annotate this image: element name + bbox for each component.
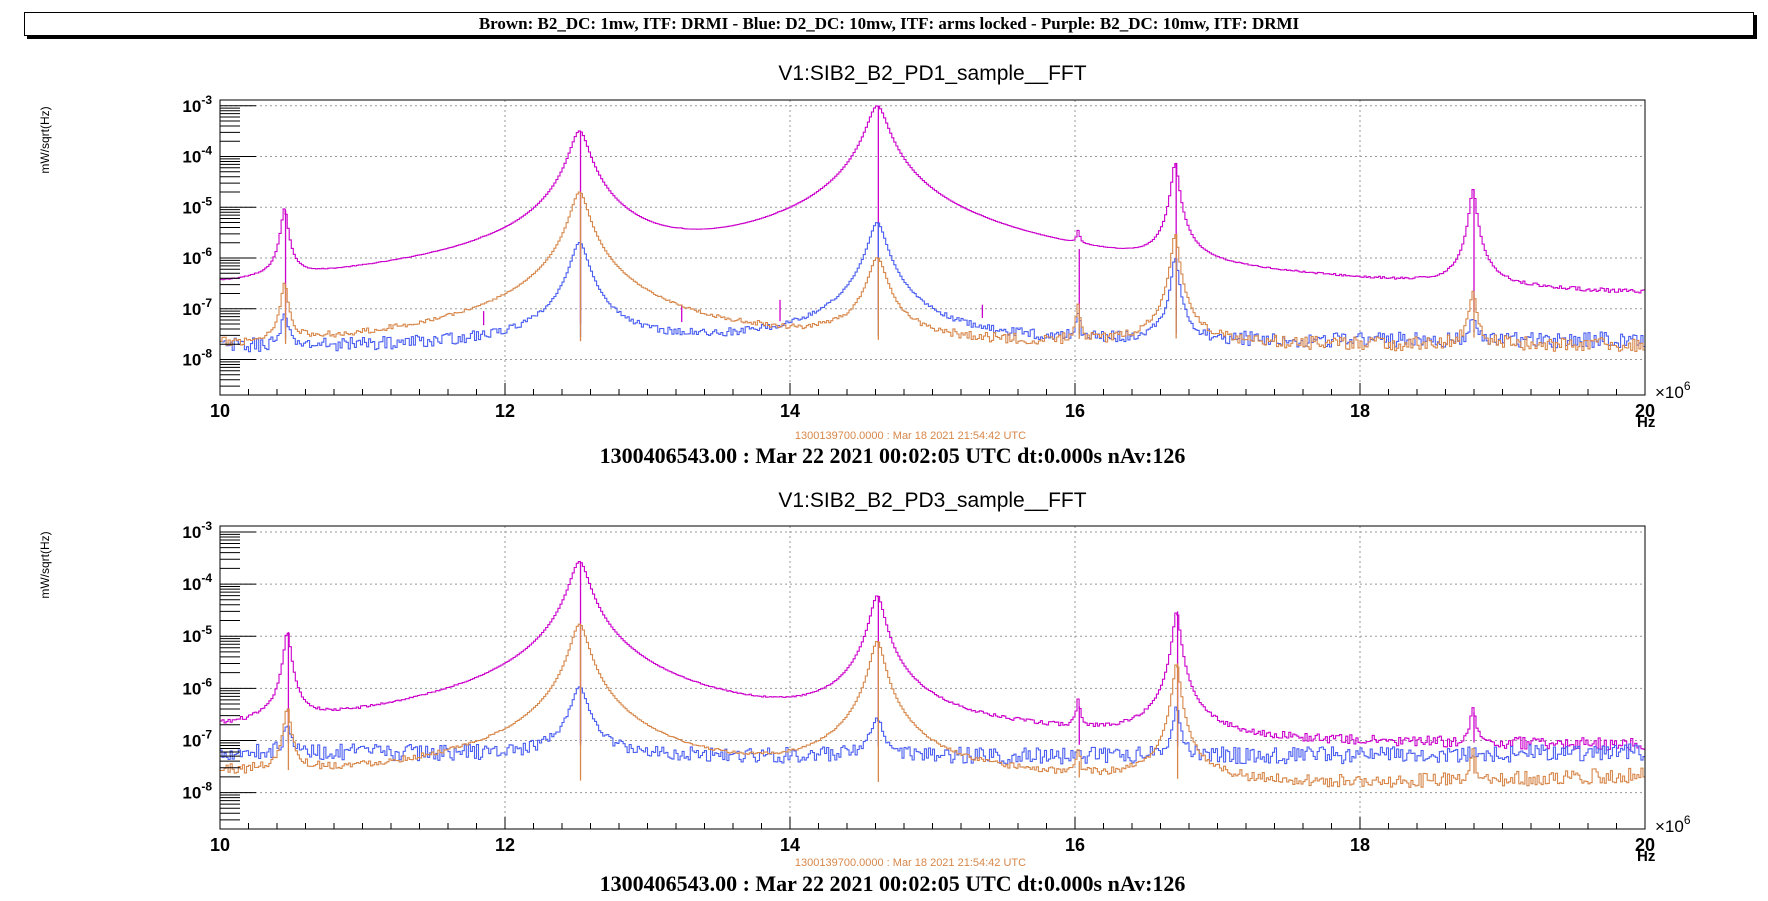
y-tick-label: 10-8: [182, 780, 212, 803]
x-tick-label: 20: [1635, 835, 1655, 855]
y-tick-label: 10-4: [182, 144, 212, 167]
y-ticks: [220, 105, 256, 396]
x-tick-label: 16: [1065, 401, 1085, 421]
y-axis-label: mW/sqrt(Hz): [38, 531, 52, 598]
x-tick-label: 10: [210, 401, 230, 421]
x-axis-label: Hz: [1637, 848, 1655, 865]
y-tick-label: 10-7: [182, 727, 212, 750]
x-tick-label: 12: [495, 835, 515, 855]
chart-title: V1:SIB2_B2_PD1_sample__FFT: [778, 62, 1086, 85]
x-ticks: [219, 817, 1646, 829]
x-tick-label: 18: [1350, 401, 1370, 421]
x-multiplier: ×106: [1655, 813, 1691, 836]
x-ticks: [219, 383, 1646, 395]
footer-timestamp: 1300406543.00 : Mar 22 2021 00:02:05 UTC…: [600, 443, 1186, 468]
series-blue: [219, 686, 1645, 765]
plot-frame: [219, 525, 1646, 830]
series-brown: [219, 623, 1645, 788]
series-brown: [219, 191, 1645, 352]
y-tick-label: 10-6: [182, 245, 212, 268]
reference-timestamp: 1300139700.0000 : Mar 18 2021 21:54:42 U…: [795, 430, 1026, 442]
y-tick-label: 10-8: [182, 347, 212, 370]
reference-timestamp: 1300139700.0000 : Mar 18 2021 21:54:42 U…: [795, 857, 1026, 869]
x-tick-label: 20: [1635, 401, 1655, 421]
x-axis-label: Hz: [1637, 414, 1655, 431]
x-multiplier: ×106: [1655, 379, 1691, 402]
y-tick-label: 10-3: [182, 93, 212, 116]
x-tick-label: 18: [1350, 835, 1370, 855]
y-tick-label: 10-3: [182, 519, 212, 542]
x-tick-label: 16: [1065, 835, 1085, 855]
chart-title: V1:SIB2_B2_PD3_sample__FFT: [778, 489, 1086, 512]
plot-frame: [219, 99, 1646, 396]
grid: [220, 100, 1645, 395]
y-tick-label: 10-7: [182, 296, 212, 319]
chart-panel-2: V1:SIB2_B2_PD3_sample__FFT mW/sqrt(Hz) 10-…: [38, 489, 1691, 896]
y-tick-label: 10-5: [182, 194, 212, 217]
series-purple: [219, 561, 1645, 751]
x-tick-label: 14: [780, 835, 800, 855]
series-purple: [219, 105, 1645, 294]
y-tick-label: 10-5: [182, 623, 212, 646]
legend-banner: Brown: B2_DC: 1mw, ITF: DRMI - Blue: D2_…: [24, 12, 1754, 36]
y-tick-label: 10-6: [182, 675, 212, 698]
x-tick-label: 12: [495, 401, 515, 421]
grid: [220, 526, 1645, 829]
series-blue: [219, 222, 1645, 353]
y-axis-label: mW/sqrt(Hz): [38, 106, 52, 173]
x-tick-label: 10: [210, 835, 230, 855]
chart-panel-1: V1:SIB2_B2_PD1_sample__FFT mW/sqrt(Hz) 10-…: [38, 62, 1691, 468]
footer-timestamp: 1300406543.00 : Mar 22 2021 00:02:05 UTC…: [600, 871, 1186, 896]
y-tick-label: 10-4: [182, 571, 212, 594]
x-tick-label: 14: [780, 401, 800, 421]
y-ticks: [220, 531, 256, 830]
